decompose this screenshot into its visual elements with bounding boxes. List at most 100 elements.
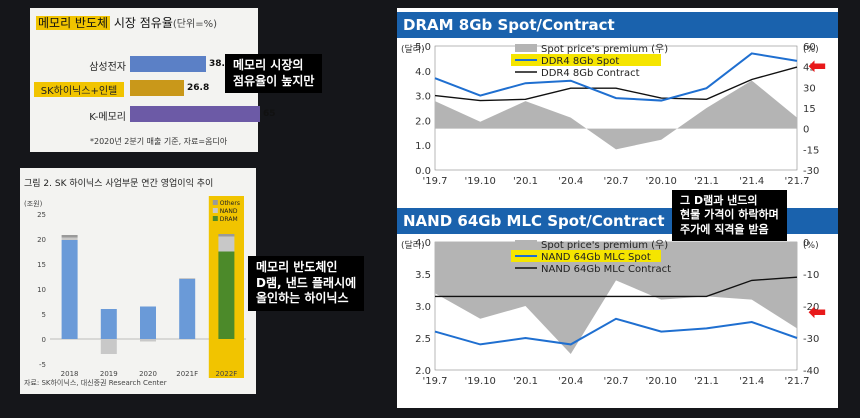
share-bar bbox=[130, 106, 260, 122]
op-title: 그림 2. SK 하이닉스 사업부문 연간 영업이익 추이 bbox=[24, 179, 214, 189]
nand_chart-left-tick: 3.5 bbox=[415, 270, 431, 281]
dram_chart-right-tick: -30 bbox=[803, 166, 819, 177]
dram_chart-legend-spot-highlight bbox=[511, 54, 661, 66]
share-value: 26.8 bbox=[187, 83, 210, 93]
dram-arrow-icon: ⬅ bbox=[808, 54, 827, 79]
op-bar-nand bbox=[100, 339, 117, 354]
dram_chart-x-tick: '20.1 bbox=[513, 176, 538, 187]
op-y-tick: -5 bbox=[39, 361, 46, 369]
op-legend-swatch bbox=[212, 200, 218, 205]
dram_chart-legend-premium: Spot price's premium (우) bbox=[541, 43, 668, 55]
op-bar-nand bbox=[179, 278, 196, 279]
nand_chart-right-tick: -20 bbox=[803, 302, 819, 313]
share-value: 38.2 bbox=[209, 59, 232, 69]
dram-chart: (달러) (%) 5.0 4.0 3.0 2.0 1.0 0.0 60 45 30 15 0 -15 -30… bbox=[401, 42, 819, 187]
dram_chart-x-tick: '21.4 bbox=[739, 176, 764, 187]
dram_chart-x-tick: '20.10 bbox=[646, 176, 677, 187]
op-bar-dram bbox=[179, 279, 196, 339]
op-x-tick: 2021F bbox=[176, 370, 198, 378]
share-row-label: K-메모리 bbox=[89, 112, 126, 123]
op-source: 자료: SK하이닉스, 대신증권 Research Center bbox=[24, 379, 167, 387]
op-legend-label: NAND bbox=[220, 208, 238, 215]
op-bar-others bbox=[218, 234, 235, 237]
nand_chart-left-tick: 3.0 bbox=[415, 302, 431, 313]
op-legend-swatch bbox=[212, 208, 218, 213]
nand_chart-legend-spot-highlight bbox=[511, 250, 661, 262]
nand_chart-x-tick: '21.4 bbox=[739, 376, 764, 387]
dram_chart-right-tick: 30 bbox=[803, 83, 816, 94]
nand-chart: (달러) (%) 4.0 3.5 3.0 2.5 2.0 0 -10 -20 -30 -40 '19.7… bbox=[401, 238, 819, 387]
nand_chart-legend-contract: NAND 64Gb MLC Contract bbox=[541, 264, 671, 275]
price-charts-panel: DRAM 8Gb Spot/Contract (달러) (%) 5.0 4.0 3.0 2… bbox=[397, 8, 838, 408]
nand_chart-right-unit: (%) bbox=[803, 241, 819, 251]
nand_chart-right-tick: -10 bbox=[803, 270, 819, 281]
op-y-tick: 5 bbox=[42, 311, 46, 319]
op-callout: 메모리 반도체인 D램, 낸드 플래시에 올인하는 하이닉스 bbox=[248, 256, 365, 311]
op-bar-nand bbox=[61, 237, 78, 240]
op-bar-dram bbox=[100, 309, 117, 339]
op-y-tick: 25 bbox=[37, 211, 46, 219]
nand_chart-x-tick: '20.4 bbox=[558, 376, 583, 387]
nand_chart-x-tick: '21.1 bbox=[694, 376, 719, 387]
dram_chart-legend-contract: DDR4 8Gb Contract bbox=[541, 68, 640, 79]
nand_chart-legend-spot: NAND 64Gb MLC Spot bbox=[541, 252, 651, 263]
dram_chart-x-tick: '20.7 bbox=[603, 176, 628, 187]
op-x-tick: 2022F bbox=[215, 370, 237, 378]
nand_chart-premium-area bbox=[435, 242, 797, 354]
nand_chart-x-tick: '19.7 bbox=[422, 376, 447, 387]
op-y-tick: 20 bbox=[37, 236, 46, 244]
dram_chart-right-tick: 15 bbox=[803, 104, 816, 115]
nand_chart-left-unit: (달러) bbox=[401, 239, 425, 251]
share-callout: 메모리 시장의 점유율이 높지만 bbox=[225, 54, 323, 94]
nand_chart-right-tick: -40 bbox=[803, 366, 819, 377]
op-bar-others bbox=[61, 235, 78, 238]
share-note: *2020년 2분기 매출 기준, 자료=옴디아 bbox=[90, 137, 228, 146]
dram_chart-left-tick: 0.0 bbox=[415, 166, 431, 177]
op-y-tick: 15 bbox=[37, 261, 46, 269]
op-legend-swatch bbox=[212, 216, 218, 221]
dram_chart-left-unit: (달러) bbox=[401, 43, 425, 55]
op-legend-label: Others bbox=[220, 200, 240, 207]
nand_chart-x-tick: '20.1 bbox=[513, 376, 538, 387]
dram_chart-x-tick: '21.1 bbox=[694, 176, 719, 187]
share-bar bbox=[130, 80, 184, 96]
op-bar-nand bbox=[218, 236, 235, 252]
nand_chart-right-tick: -30 bbox=[803, 334, 819, 345]
share-value: 65 bbox=[263, 109, 276, 119]
share-row-label: 삼성전자 bbox=[89, 62, 126, 73]
dram_chart-legend-spot: DDR4 8Gb Spot bbox=[541, 56, 619, 67]
dram_chart-right-tick: 45 bbox=[803, 63, 816, 74]
share-row-label: SK하이닉스+인텔 bbox=[34, 82, 124, 97]
nand_chart-left-tick: 2.5 bbox=[415, 334, 431, 345]
nand_chart-x-tick: '21.7 bbox=[784, 376, 809, 387]
op-bar-dram bbox=[61, 240, 78, 339]
nand_chart-x-tick: '19.10 bbox=[465, 376, 496, 387]
price-callout: 그 D램과 낸드의 현물 가격이 하락하며 주가에 직격을 받음 bbox=[672, 190, 787, 241]
market-share-panel: 메모리 반도체 시장 점유율(단위=%) 삼성전자 38.2 SK하이닉스+인텔 26… bbox=[30, 8, 276, 152]
share-bar bbox=[130, 56, 206, 72]
dram_chart-right-tick: -15 bbox=[803, 145, 819, 156]
nand_chart-legend-premium-swatch bbox=[515, 240, 537, 248]
dram_chart-x-tick: '20.4 bbox=[558, 176, 583, 187]
dram_chart-right-tick: 0 bbox=[803, 125, 809, 136]
dram_chart-x-tick: '19.7 bbox=[422, 176, 447, 187]
dram-chart-title: DRAM 8Gb Spot/Contract bbox=[397, 12, 838, 38]
share-title: 메모리 반도체 시장 점유율(단위=%) bbox=[36, 16, 217, 30]
dram_chart-left-tick: 2.0 bbox=[415, 116, 431, 127]
dram_chart-left-tick: 1.0 bbox=[415, 141, 431, 152]
op-legend-label: DRAM bbox=[220, 216, 238, 223]
nand_chart-left-tick: 4.0 bbox=[415, 238, 431, 249]
operating-profit-panel: 그림 2. SK 하이닉스 사업부문 연간 영업이익 추이 (조원) 25 20 15… bbox=[20, 168, 256, 394]
op-y-tick: 10 bbox=[37, 286, 46, 294]
dram_chart-left-tick: 3.0 bbox=[415, 92, 431, 103]
nand_chart-legend-premium: Spot price's premium (우) bbox=[541, 239, 668, 251]
nand_chart-right-tick: 0 bbox=[803, 238, 809, 249]
dram_chart-left-tick: 4.0 bbox=[415, 67, 431, 78]
dram_chart-spot-line bbox=[434, 52, 798, 102]
op-x-tick: 2019 bbox=[100, 370, 118, 378]
dram_chart-contract-line bbox=[434, 66, 798, 102]
dram_chart-left-tick: 5.0 bbox=[415, 42, 431, 53]
nand_chart-contract-line bbox=[435, 276, 798, 298]
dram_chart-x-tick: '19.10 bbox=[465, 176, 496, 187]
dram_chart-right-tick: 60 bbox=[803, 42, 816, 53]
